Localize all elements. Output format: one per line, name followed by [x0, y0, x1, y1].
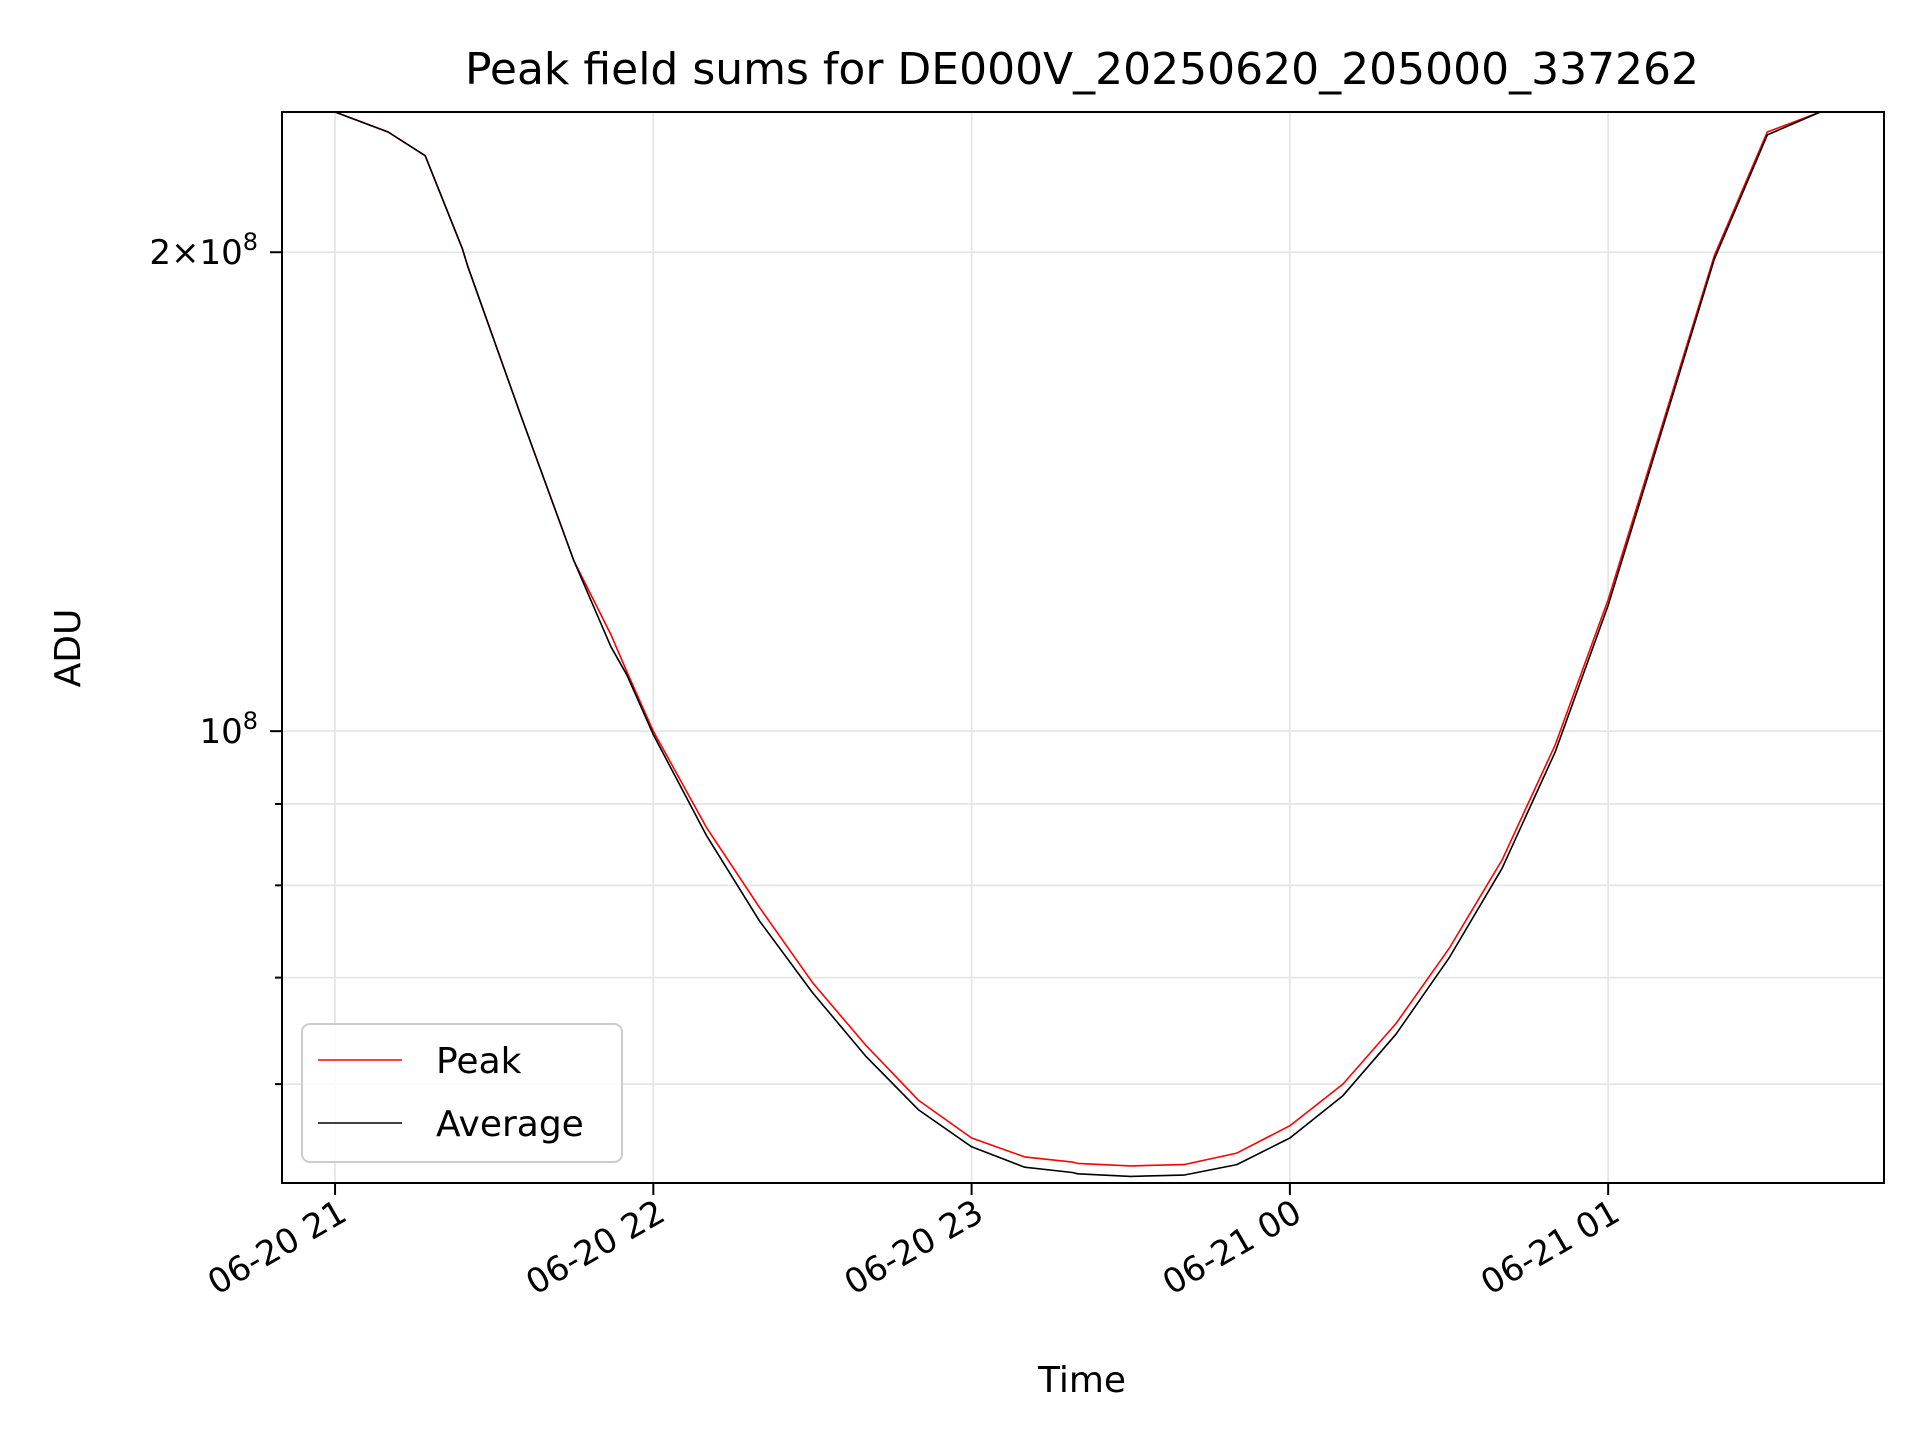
chart-title: Peak field sums for DE000V_20250620_2050… — [465, 44, 1699, 95]
grid — [282, 112, 1884, 1183]
series-line-peak — [334, 111, 1874, 1167]
legend-box — [301, 1023, 623, 1163]
series-line-average — [334, 111, 1874, 1178]
x-tick-label: 06-20 23 — [838, 1192, 990, 1303]
x-axis-label: Time — [1037, 1360, 1126, 1401]
legend-label-average: Average — [436, 1104, 584, 1145]
x-tick-label: 06-21 01 — [1474, 1192, 1626, 1303]
x-tick-label: 06-21 00 — [1156, 1192, 1308, 1303]
legend-label-peak: Peak — [436, 1041, 522, 1082]
plot-frame — [281, 111, 1885, 1184]
y-tick-label: 108 — [199, 707, 258, 752]
y-tick-label: 2×108 — [149, 228, 258, 273]
legend: Peak Average — [301, 1023, 623, 1163]
x-tick-label: 06-20 21 — [201, 1192, 353, 1303]
series-lines — [334, 111, 1874, 1178]
y-axis-label: ADU — [48, 609, 89, 688]
x-tick-label: 06-20 22 — [519, 1192, 671, 1303]
